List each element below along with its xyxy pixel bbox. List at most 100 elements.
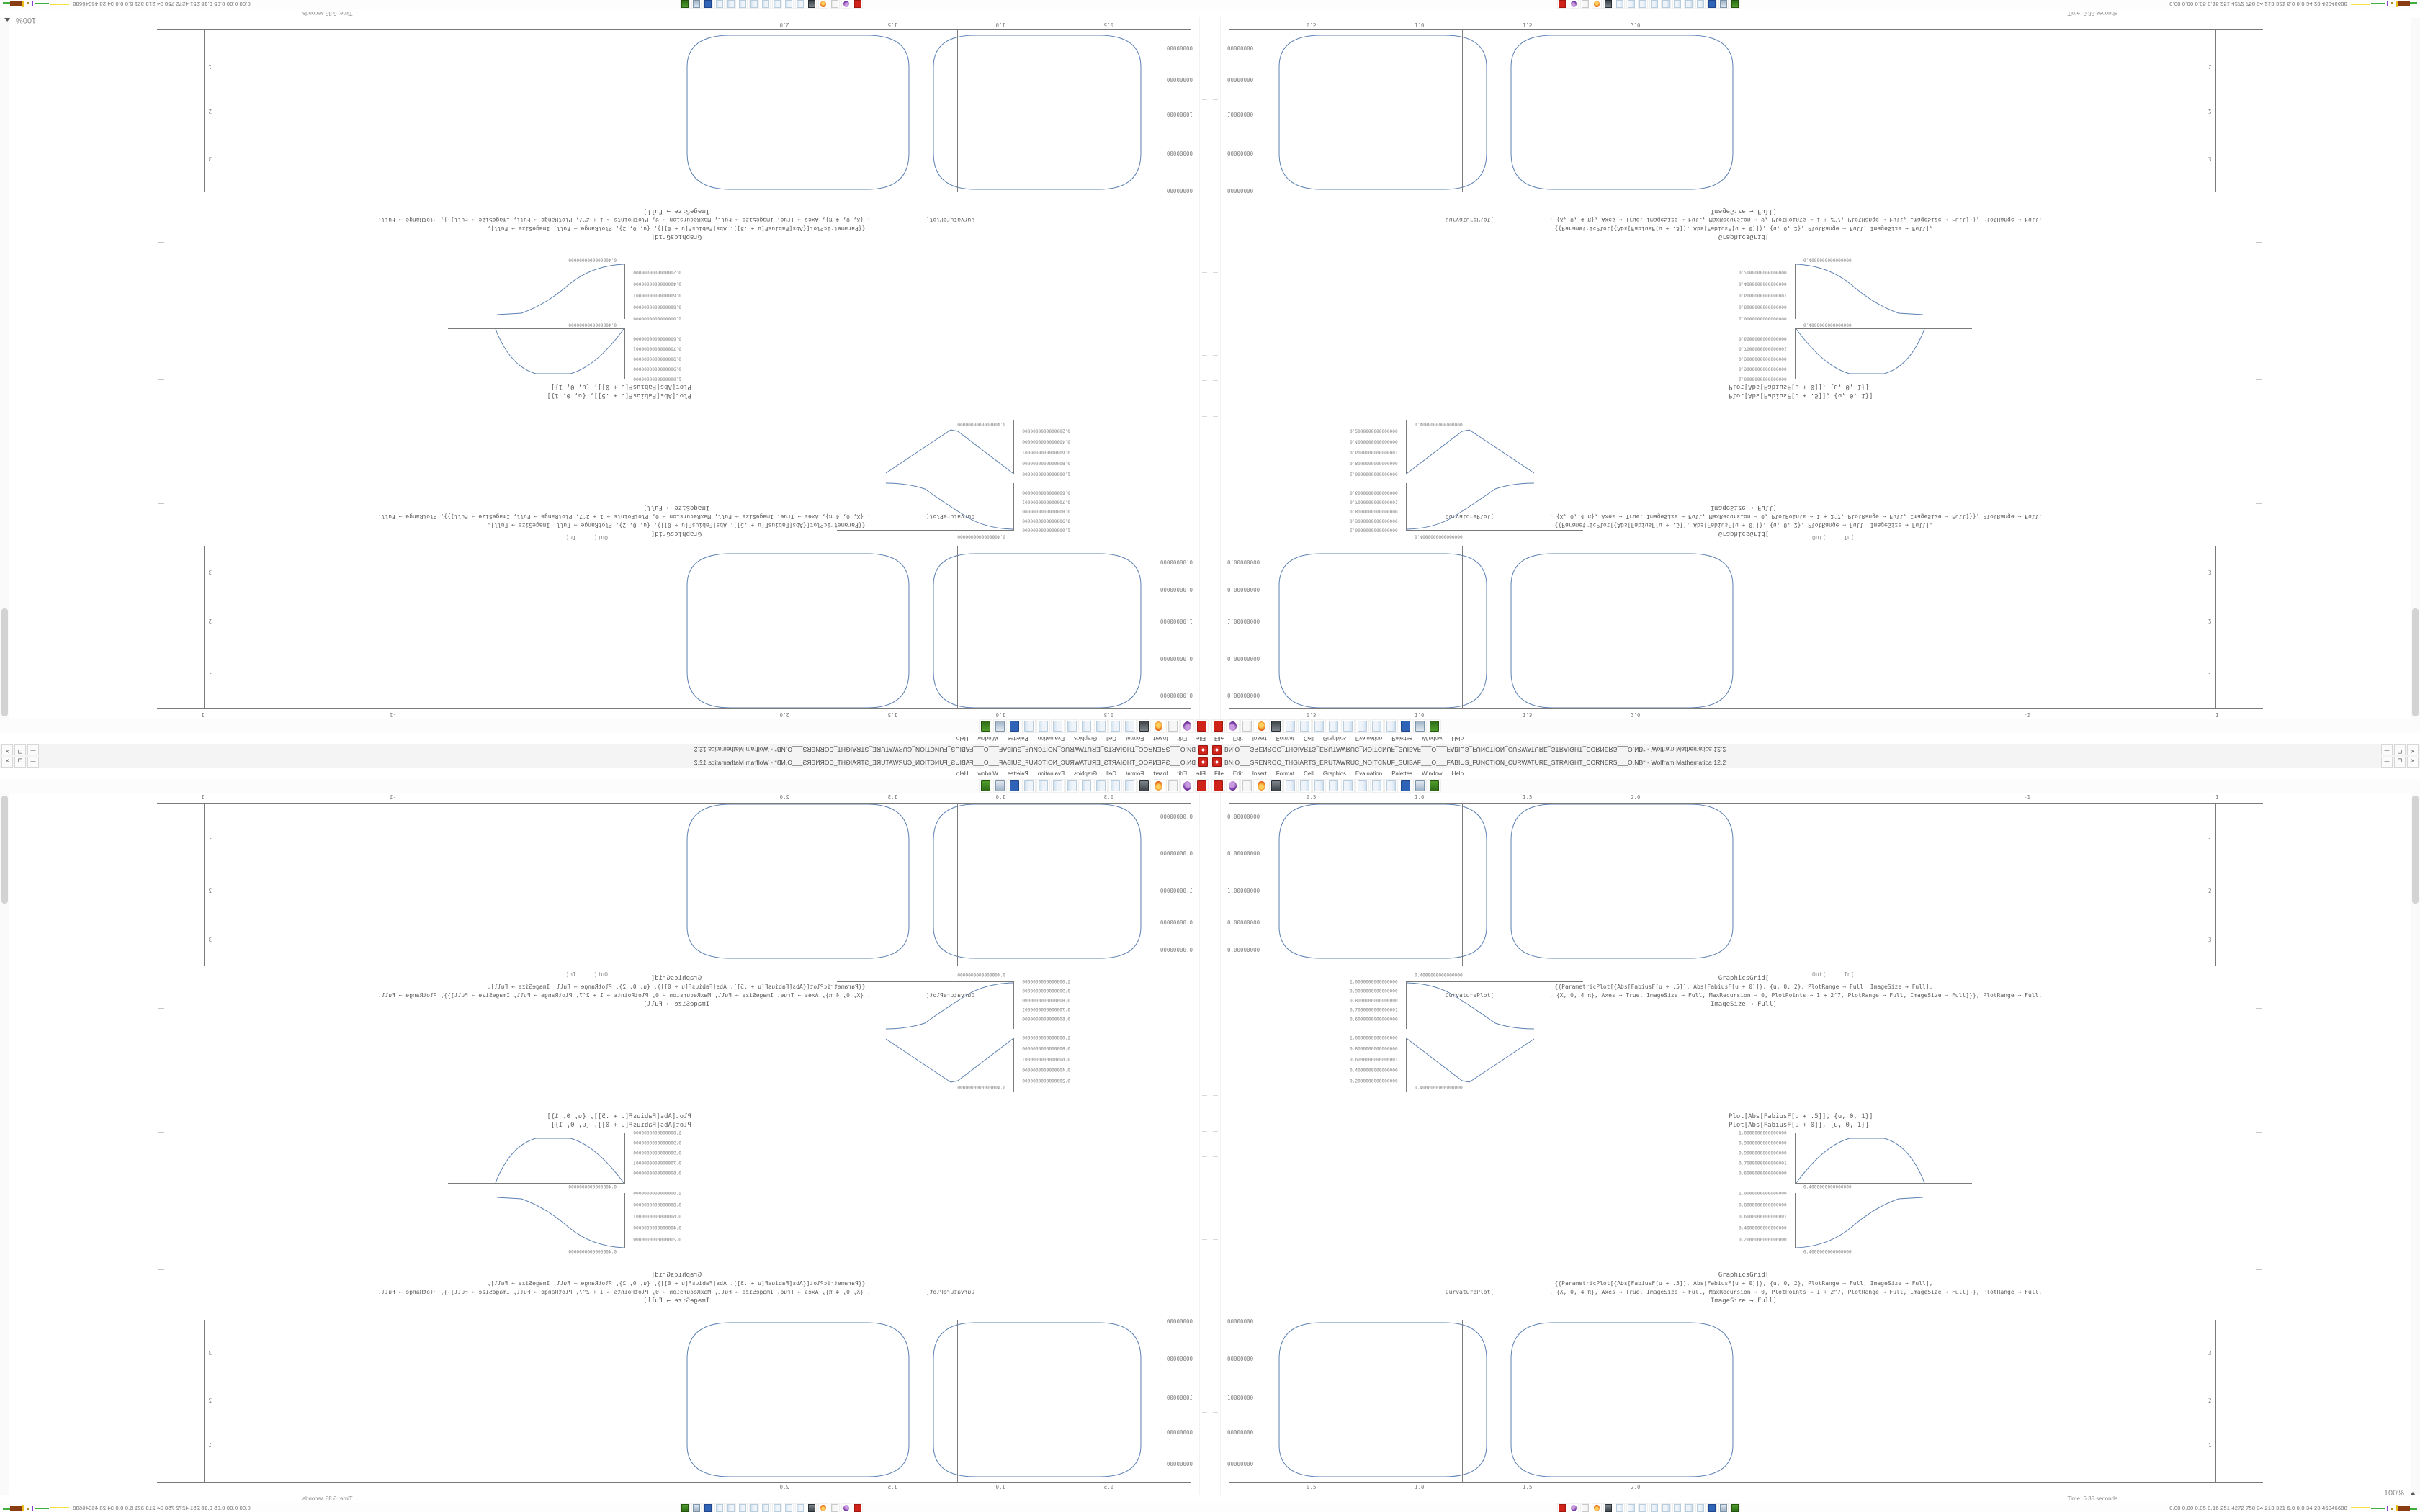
menu-item-window[interactable]: Window: [1422, 770, 1443, 777]
toolbar-notebook-icon-3[interactable]: [1312, 719, 1326, 733]
minimize-button[interactable]: —: [2381, 757, 2393, 768]
input-cell-graphicsgrid[interactable]: GraphicsGrid[ {{ParametricPlot[{Abs[Fabi…: [1229, 974, 2259, 1009]
taskbar-document-icon[interactable]: [1580, 0, 1590, 9]
taskbar-notebook-icon-2[interactable]: [784, 0, 794, 9]
taskbar-app-icons[interactable]: [1557, 1503, 1740, 1512]
menu-item-evaluation[interactable]: Evaluation: [1355, 770, 1383, 777]
menu-item-edit[interactable]: Edit: [1232, 770, 1243, 777]
menu-item-cell[interactable]: Cell: [1304, 770, 1314, 777]
taskbar-notebook-icon-6[interactable]: [1672, 1503, 1682, 1512]
toolbar-monitor-icon[interactable]: [1413, 779, 1427, 793]
toolbar-notebook-icon-8[interactable]: [1384, 779, 1398, 793]
taskbar-notebook-icon-8[interactable]: [1695, 0, 1706, 9]
small-plot-d[interactable]: 1.0000000000000000 0.8000000000000000 0.…: [432, 1191, 681, 1254]
toolbar-terminal-icon[interactable]: [1428, 719, 1441, 733]
minimize-button[interactable]: —: [2381, 744, 2393, 755]
menu-item-palettes[interactable]: Palettes: [1392, 770, 1413, 777]
taskbar[interactable]: 0.00 0.00 0.05 0.16 251 4272 758 34 213 …: [1210, 0, 2420, 9]
taskbar-notebook-icon-6[interactable]: [738, 1503, 748, 1512]
taskbar-camera-icon[interactable]: [1603, 1503, 1613, 1512]
menu-item-edit[interactable]: Edit: [1177, 770, 1188, 777]
taskbar-document-icon[interactable]: [830, 0, 840, 9]
toolbar-monitor-icon[interactable]: [993, 779, 1007, 793]
small-plot-b[interactable]: 1.0000000000000000 0.8000000000000000 0.…: [1350, 415, 1599, 477]
toolbar-notebook-icon-7[interactable]: [1036, 719, 1050, 733]
parametric-plot-top[interactable]: 0.5 1.0 1.5 2.0 -1 1 0.00000000 0.000000…: [157, 544, 1193, 718]
taskbar-purple-orb-icon[interactable]: [841, 1503, 851, 1512]
taskbar[interactable]: 0.00 0.00 0.05 0.16 251 4272 758 34 213 …: [1210, 1503, 2420, 1512]
input-cell-plot-abs[interactable]: Plot[Abs[FabiusF[u + .5]], {u, 0, 1}] Pl…: [1729, 382, 2089, 400]
taskbar[interactable]: 0.00 0.00 0.05 0.16 251 4272 758 34 213 …: [0, 1503, 1210, 1512]
toolbar-document-icon[interactable]: [1166, 719, 1180, 733]
menu-item-help[interactable]: Help: [956, 770, 969, 777]
toolbar-notebook-icon-7[interactable]: [1370, 719, 1384, 733]
toolbar-notebook-icon-4[interactable]: [1327, 779, 1340, 793]
taskbar-document-icon[interactable]: [830, 1503, 840, 1512]
input-cell-graphicsgrid-2[interactable]: GraphicsGrid[ {{ParametricPlot[{Abs[Fabi…: [1229, 207, 2259, 241]
taskbar-camera-icon[interactable]: [807, 1503, 817, 1512]
parametric-plot-top[interactable]: 0.5 1.0 1.5 2.0 -1 1 0.00000000 0.000000…: [157, 794, 1193, 968]
menu-item-format[interactable]: Format: [1125, 770, 1144, 777]
menu-item-window[interactable]: Window: [977, 735, 998, 742]
taskbar-notebook-icon-4[interactable]: [1649, 1503, 1659, 1512]
toolbar-wolfram-spikey-icon[interactable]: [1211, 779, 1225, 793]
taskbar-flame-icon[interactable]: [818, 0, 828, 9]
vertical-scrollbar[interactable]: [2411, 793, 2420, 1495]
parametric-plot-bottom[interactable]: 00000000 00000000 10000000 00000000 0000…: [1227, 22, 2263, 199]
toolbar-terminal-icon[interactable]: [979, 719, 992, 733]
taskbar-notebook-icon-6[interactable]: [738, 0, 748, 9]
small-plot-b[interactable]: 1.0000000000000000 0.8000000000000000 0.…: [821, 1035, 1070, 1097]
menu-item-file[interactable]: File: [1214, 770, 1224, 777]
close-button[interactable]: ✕: [2407, 757, 2419, 768]
menu-item-format[interactable]: Format: [1125, 735, 1144, 742]
small-plot-b[interactable]: 1.0000000000000000 0.8000000000000000 0.…: [821, 415, 1070, 477]
toolbar-flame-icon[interactable]: [1152, 779, 1165, 793]
taskbar-terminal-icon[interactable]: [680, 1503, 690, 1512]
toolbar-flame-icon[interactable]: [1255, 779, 1268, 793]
restore-button[interactable]: ❐: [2394, 744, 2406, 755]
menu-item-palettes[interactable]: Palettes: [1007, 735, 1028, 742]
toolbar-document-icon[interactable]: [1166, 779, 1180, 793]
menu-item-cell[interactable]: Cell: [1304, 735, 1314, 742]
menu-item-file[interactable]: File: [1196, 735, 1206, 742]
toolbar-notebook-icon-7[interactable]: [1036, 779, 1050, 793]
toolbar-save-disk-icon[interactable]: [1399, 779, 1412, 793]
parametric-plot-bottom[interactable]: 00000000 00000000 10000000 00000000 0000…: [1227, 1313, 2263, 1490]
small-plot-d[interactable]: 1.0000000000000000 0.8000000000000000 0.…: [1739, 258, 1988, 321]
taskbar-notebook-icon-8[interactable]: [1695, 1503, 1706, 1512]
taskbar-save-disk-icon[interactable]: [1707, 0, 1717, 9]
toolbar-wolfram-spikey-icon[interactable]: [1195, 719, 1209, 733]
toolbar-notebook-icon-5[interactable]: [1341, 779, 1355, 793]
menu-item-evaluation[interactable]: Evaluation: [1037, 735, 1065, 742]
taskbar-flame-icon[interactable]: [818, 1503, 828, 1512]
taskbar-flame-icon[interactable]: [1592, 0, 1602, 9]
toolbar-notebook-icon-2[interactable]: [1108, 779, 1122, 793]
small-plot-a[interactable]: 1.0000000000000000 0.9000000000000000 0.…: [821, 479, 1070, 539]
toolbar-purple-orb-icon[interactable]: [1180, 719, 1194, 733]
menu-item-format[interactable]: Format: [1276, 735, 1295, 742]
menu-item-insert[interactable]: Insert: [1252, 770, 1267, 777]
input-cell-graphicsgrid-2[interactable]: GraphicsGrid[ {{ParametricPlot[{Abs[Fabi…: [1229, 1271, 2259, 1305]
menu-item-insert[interactable]: Insert: [1252, 735, 1267, 742]
menu-item-help[interactable]: Help: [1451, 735, 1464, 742]
window-controls[interactable]: — ❐ ✕: [1, 757, 39, 768]
toolbar-notebook-icon-1[interactable]: [1123, 719, 1137, 733]
menu-item-window[interactable]: Window: [977, 770, 998, 777]
toolbar-notebook-icon-4[interactable]: [1080, 719, 1093, 733]
taskbar-flame-icon[interactable]: [1592, 1503, 1602, 1512]
taskbar-notebook-icon-7[interactable]: [1684, 1503, 1694, 1512]
toolbar-monitor-icon[interactable]: [1413, 719, 1427, 733]
taskbar-notebook-icon-4[interactable]: [761, 1503, 771, 1512]
menu-item-edit[interactable]: Edit: [1177, 735, 1188, 742]
toolbar-terminal-icon[interactable]: [1428, 779, 1441, 793]
toolbar-document-icon[interactable]: [1240, 779, 1254, 793]
menu-item-format[interactable]: Format: [1276, 770, 1295, 777]
taskbar-notebook-icon-1[interactable]: [795, 0, 805, 9]
toolbar-notebook-icon-3[interactable]: [1094, 779, 1108, 793]
toolbar-monitor-icon[interactable]: [993, 719, 1007, 733]
toolbar-save-disk-icon[interactable]: [1008, 719, 1021, 733]
menu-item-cell[interactable]: Cell: [1106, 770, 1116, 777]
menu-item-file[interactable]: File: [1214, 735, 1224, 742]
taskbar-notebook-icon-7[interactable]: [1684, 0, 1694, 9]
parametric-plot-top[interactable]: 0.5 1.0 1.5 2.0 -1 1 0.00000000 0.000000…: [1227, 544, 2263, 718]
